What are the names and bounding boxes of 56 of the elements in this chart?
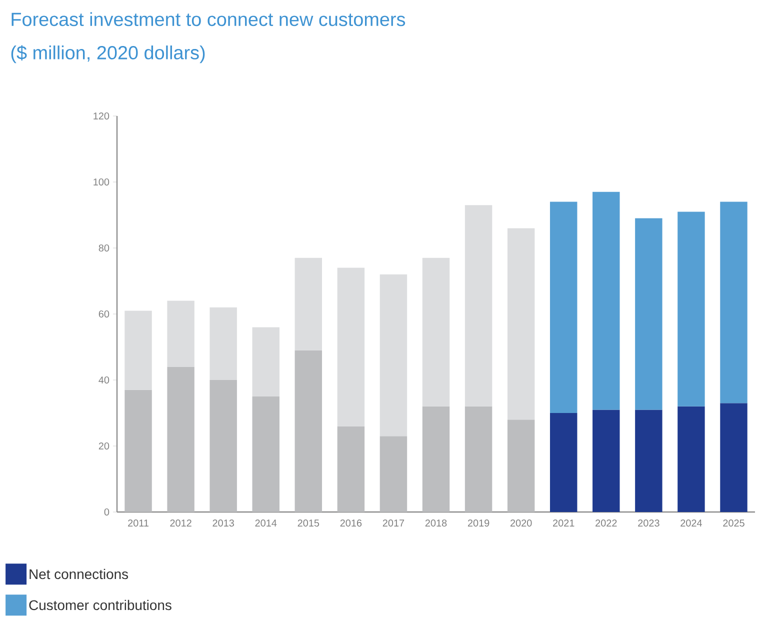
y-tick-label: 60 xyxy=(98,310,110,318)
x-tick-label: 2024 xyxy=(680,520,702,527)
bar xyxy=(720,202,748,404)
bar xyxy=(167,366,194,512)
bar xyxy=(464,406,492,512)
bar xyxy=(678,406,705,512)
bar xyxy=(422,406,450,512)
x-tick-label: 2020 xyxy=(510,520,532,527)
y-tick-label: 100 xyxy=(94,178,110,186)
x-tick-label: 2017 xyxy=(382,520,404,527)
x-tick-label: 2016 xyxy=(340,520,362,527)
bar xyxy=(252,327,280,396)
y-tick-label: 120 xyxy=(94,112,110,120)
bar xyxy=(380,436,408,512)
y-tick-label: 80 xyxy=(98,244,110,252)
bar xyxy=(167,300,194,367)
x-tick-label: 2023 xyxy=(638,520,660,527)
x-tick-label: 2019 xyxy=(468,520,490,527)
bar xyxy=(635,410,662,512)
bar xyxy=(550,202,578,413)
bar xyxy=(464,205,492,406)
bar xyxy=(294,258,322,350)
x-tick-label: 2012 xyxy=(170,520,192,527)
x-tick-label: 2025 xyxy=(723,520,744,527)
bar xyxy=(592,410,620,512)
chart-title: Forecast investment to connect new customers xyxy=(12,12,406,26)
bar xyxy=(337,426,365,512)
bar xyxy=(507,420,535,512)
bar xyxy=(252,396,280,512)
bar xyxy=(337,268,365,426)
bar xyxy=(422,258,450,406)
bar xyxy=(210,307,237,380)
bar xyxy=(592,192,620,410)
y-tick-label: 40 xyxy=(98,376,110,384)
bar xyxy=(124,310,152,390)
legend-label: Customer contributions xyxy=(29,600,172,610)
chart-subtitle: ($ million, 2020 dollars) xyxy=(11,45,205,64)
y-tick-label: 0 xyxy=(104,508,110,516)
x-tick-label: 2022 xyxy=(596,520,617,527)
bar xyxy=(635,218,662,410)
bar xyxy=(380,274,408,436)
bar xyxy=(720,403,748,512)
bar xyxy=(210,380,237,512)
y-tick-label: 20 xyxy=(98,442,110,450)
bar xyxy=(124,390,152,512)
bar xyxy=(678,212,705,406)
x-tick-label: 2011 xyxy=(128,520,148,527)
x-tick-label: 2013 xyxy=(212,520,234,527)
x-tick-label: 2015 xyxy=(298,520,320,527)
legend-label: Net connections xyxy=(30,568,128,580)
x-tick-label: 2021 xyxy=(553,520,574,527)
bar xyxy=(294,350,322,512)
bar xyxy=(507,228,535,420)
bar xyxy=(550,413,578,512)
x-tick-label: 2018 xyxy=(425,520,447,527)
x-tick-label: 2014 xyxy=(255,520,277,527)
